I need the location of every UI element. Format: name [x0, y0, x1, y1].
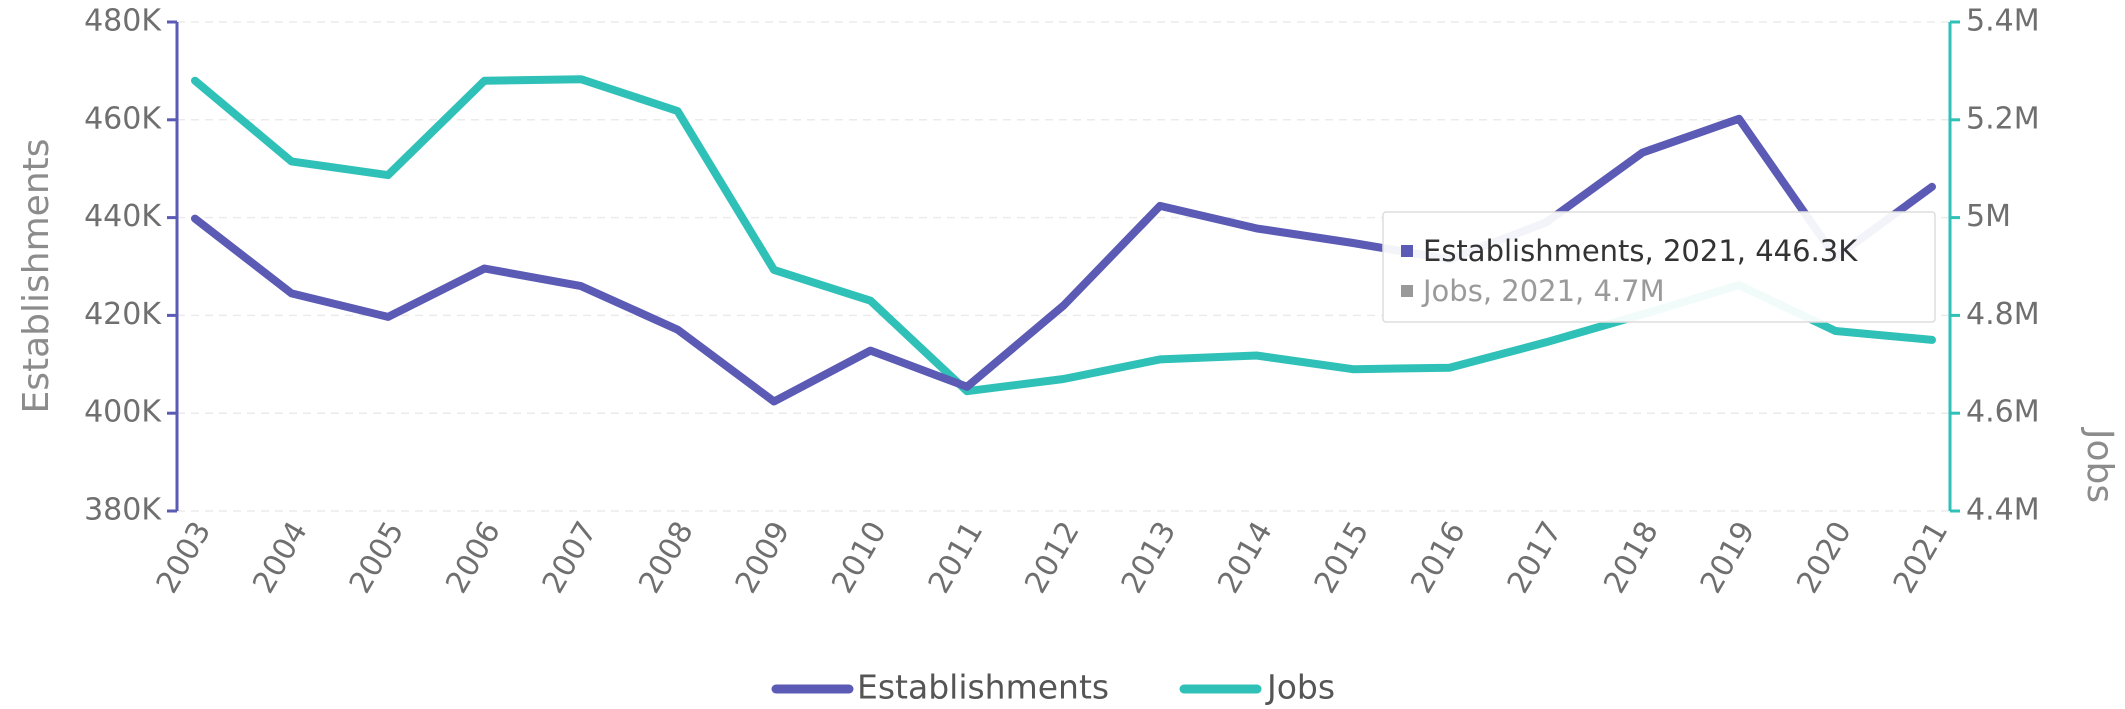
- series-line-establishments[interactable]: [191, 114, 1936, 406]
- left-axis-tick-label: 480K: [84, 4, 162, 39]
- x-axis-tick-label: 2003: [150, 516, 218, 600]
- hover-tooltip: Establishments, 2021, 446.3K Jobs, 2021,…: [1382, 211, 1936, 323]
- tooltip-jobs-marker: [1401, 285, 1413, 297]
- x-axis-tick-label: 2008: [632, 516, 700, 600]
- x-axis-tick-label: 2020: [1790, 516, 1858, 600]
- x-axis-tick-label: 2010: [825, 516, 893, 600]
- left-axis-tick-label: 420K: [84, 297, 162, 332]
- left-axis-tick-label: 440K: [84, 199, 162, 234]
- left-axis-tick-label: 380K: [84, 493, 162, 528]
- x-axis-tick-label: 2012: [1018, 516, 1086, 600]
- x-axis-tick-label: 2004: [246, 516, 314, 600]
- tooltip-line-establishments: Establishments, 2021, 446.3K: [1423, 234, 1858, 268]
- legend-item-jobs[interactable]: Jobs: [1179, 668, 1335, 707]
- x-axis: 2003 2004 2005 2006 2007 2008 2009 2010 2011 2012…: [150, 516, 1955, 600]
- right-axis-tick-label: 4.6M: [1966, 395, 2040, 430]
- right-axis-tick-label: 5M: [1966, 199, 2011, 234]
- x-axis-tick-label: 2011: [922, 516, 990, 600]
- x-axis-tick-label: 2006: [439, 516, 507, 600]
- x-axis-tick-label: 2017: [1501, 516, 1569, 600]
- x-axis-tick-label: 2018: [1597, 516, 1665, 600]
- left-axis-tick-label: 460K: [84, 101, 162, 136]
- left-axis-title: Establishments: [16, 138, 57, 413]
- legend-establishments-label: Establishments: [857, 668, 1109, 707]
- legend-jobs-label: Jobs: [1265, 668, 1335, 707]
- legend: Establishments Jobs: [771, 668, 1335, 707]
- right-axis-tick-label: 5.4M: [1966, 4, 2040, 39]
- tooltip-box: [1382, 211, 1936, 323]
- x-axis-tick-label: 2013: [1115, 516, 1183, 600]
- tooltip-establishments-marker: [1401, 245, 1413, 257]
- x-axis-tick-label: 2015: [1308, 516, 1376, 600]
- x-axis-tick-label: 2005: [343, 516, 411, 600]
- x-axis-tick-label: 2014: [1211, 516, 1279, 600]
- right-axis-tick-label: 5.2M: [1966, 101, 2040, 136]
- right-axis-title: Jobs: [2079, 427, 2120, 503]
- x-axis-tick-label: 2009: [729, 516, 797, 600]
- x-axis-tick-label: 2016: [1404, 516, 1472, 600]
- x-axis-tick-label: 2021: [1887, 516, 1955, 600]
- right-y-axis: 4.4M 4.6M 4.8M 5M 5.2M 5.4M: [1948, 4, 2040, 528]
- x-axis-tick-label: 2007: [536, 516, 604, 600]
- right-axis-tick-label: 4.4M: [1966, 493, 2040, 528]
- x-axis-tick-label: 2019: [1694, 516, 1762, 600]
- left-axis-tick-label: 400K: [84, 395, 162, 430]
- grid-lines: [177, 21, 1950, 512]
- legend-item-establishments[interactable]: Establishments: [771, 668, 1109, 707]
- right-axis-tick-label: 4.8M: [1966, 297, 2040, 332]
- left-y-axis: 380K 400K 420K 440K 460K 480K: [84, 4, 179, 528]
- tooltip-line-jobs: Jobs, 2021, 4.7M: [1421, 274, 1665, 308]
